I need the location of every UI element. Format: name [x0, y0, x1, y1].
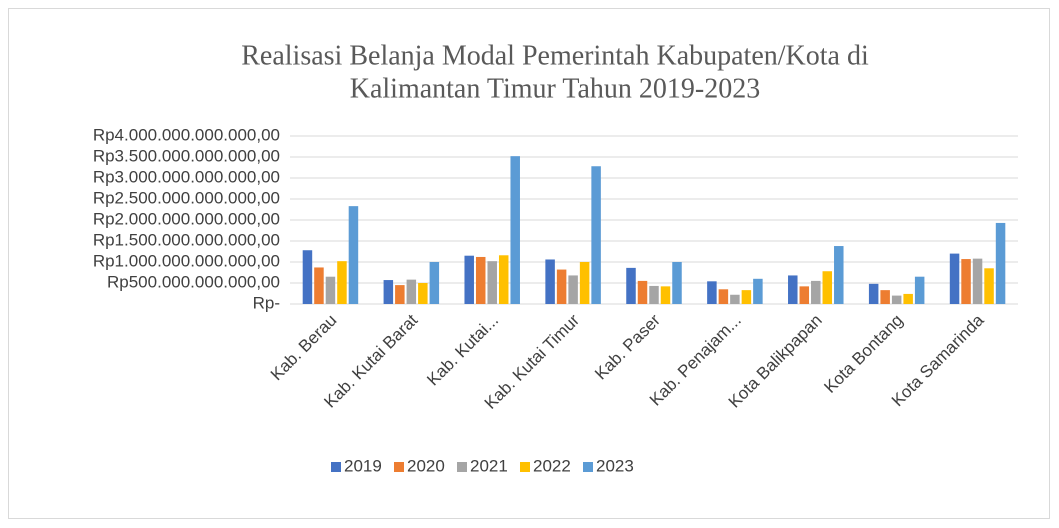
- legend-label: 2022: [533, 456, 571, 475]
- bar: [649, 285, 659, 304]
- legend-label: 2021: [470, 456, 508, 475]
- legend-swatch: [394, 462, 404, 472]
- bar: [707, 281, 717, 304]
- legend-swatch: [583, 462, 593, 472]
- bar: [822, 271, 833, 304]
- y-tick-label: Rp2.000.000.000.000,00: [93, 209, 280, 228]
- bar: [337, 261, 347, 304]
- bar: [880, 290, 890, 304]
- bar: [406, 279, 417, 304]
- bar: [753, 278, 763, 304]
- bar: [868, 283, 879, 304]
- bar: [498, 255, 509, 304]
- bar: [545, 259, 555, 304]
- bar: [464, 255, 474, 304]
- y-tick-label: Rp500.000.000.000,00: [107, 272, 280, 291]
- bar: [637, 280, 648, 304]
- legend-swatch: [457, 462, 467, 472]
- bar: [487, 261, 497, 304]
- bar: [660, 286, 671, 304]
- bar: [302, 250, 313, 304]
- bar: [579, 262, 590, 304]
- bar: [556, 269, 567, 304]
- bar: [995, 222, 1006, 304]
- y-tick-label: Rp2.500.000.000.000,00: [93, 188, 280, 207]
- bar: [730, 294, 740, 304]
- bar: [949, 253, 960, 304]
- bar: [984, 268, 994, 304]
- bar: [972, 258, 983, 304]
- legend-swatch: [331, 462, 341, 472]
- bar: [811, 280, 821, 304]
- bar: [718, 289, 729, 304]
- bar: [903, 293, 913, 304]
- bar: [626, 267, 636, 304]
- bar: [418, 283, 428, 304]
- y-tick-label: Rp1.000.000.000.000,00: [93, 251, 280, 270]
- bar: [383, 280, 394, 304]
- y-tick-label: Rp1.500.000.000.000,00: [93, 230, 280, 249]
- bar: [348, 206, 359, 304]
- y-tick-label: Rp4.000.000.000.000,00: [93, 125, 280, 144]
- bar: [914, 276, 925, 304]
- legend-label: 2019: [344, 456, 382, 475]
- bar: [568, 275, 578, 304]
- legend-label: 2023: [596, 456, 634, 475]
- legend-label: 2020: [407, 456, 445, 475]
- chart-frame: [8, 8, 1050, 519]
- chart-title: Realisasi Belanja Modal Pemerintah Kabup…: [241, 40, 869, 71]
- bar: [429, 262, 440, 304]
- bar: [834, 246, 844, 304]
- bar: [395, 285, 405, 304]
- bar: [325, 276, 336, 304]
- legend-swatch: [520, 462, 530, 472]
- bar: [891, 295, 902, 304]
- bar: [788, 275, 798, 304]
- y-tick-label: Rp3.500.000.000.000,00: [93, 146, 280, 165]
- bar: [672, 262, 682, 304]
- y-tick-label: Rp3.000.000.000.000,00: [93, 167, 280, 186]
- y-tick-label: Rp-: [253, 293, 280, 312]
- bar: [591, 166, 601, 304]
- bar: [510, 156, 520, 304]
- bar: [799, 286, 810, 304]
- chart-title: Kalimantan Timur Tahun 2019-2023: [350, 73, 761, 104]
- bar: [741, 290, 752, 304]
- bar: [961, 259, 971, 304]
- bar: [475, 256, 486, 304]
- bar: [314, 267, 324, 304]
